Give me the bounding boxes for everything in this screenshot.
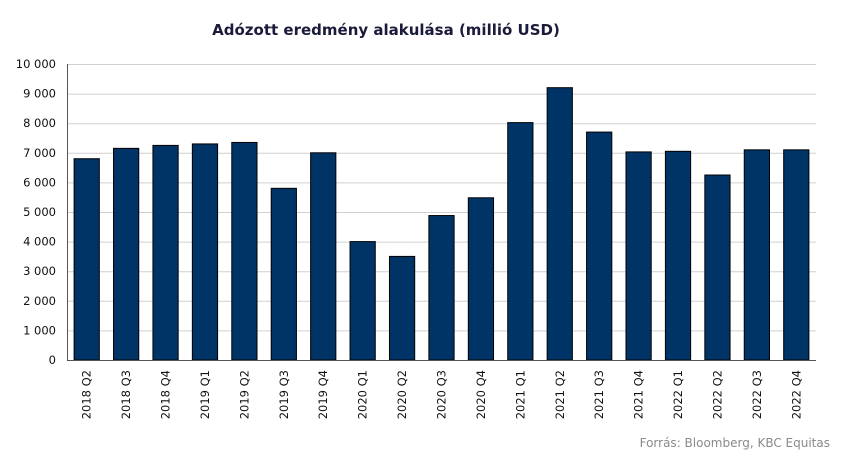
x-tick-label: 2022 Q1 — [671, 370, 685, 419]
y-tick-label: 8 000 — [23, 116, 56, 130]
y-tick-label: 7 000 — [23, 146, 56, 160]
x-tick-label: 2020 Q2 — [395, 370, 409, 419]
y-tick-label: 2 000 — [23, 294, 56, 308]
x-tick-label: 2018 Q2 — [80, 370, 94, 419]
bar — [546, 87, 573, 361]
y-tick-label: 9 000 — [23, 87, 56, 101]
bar — [704, 174, 731, 361]
bar — [73, 158, 100, 361]
bar — [743, 149, 770, 361]
bar — [152, 144, 179, 361]
bar — [231, 141, 258, 361]
x-axis-tick-labels: 2018 Q2 2018 Q3 2018 Q4 2019 Q1 2019 Q2 2019 … — [80, 370, 804, 419]
x-tick-label: 2022 Q3 — [750, 370, 764, 419]
y-tick-label: 6 000 — [23, 175, 56, 189]
x-tick-label: 2020 Q4 — [474, 370, 488, 419]
x-tick-label: 2021 Q2 — [553, 370, 567, 419]
source-note: Forrás: Bloomberg, KBC Equitas — [640, 436, 830, 450]
x-tick-label: 2021 Q3 — [592, 370, 606, 419]
grid-layer — [67, 64, 816, 332]
bar — [388, 255, 416, 361]
bar — [664, 150, 692, 361]
y-tick-label: 4 000 — [23, 235, 56, 249]
chart-title: Adózott eredmény alakulása (millió USD) — [212, 21, 560, 39]
x-tick-label: 2022 Q4 — [789, 370, 803, 419]
bar — [428, 215, 455, 361]
y-tick-label: 5 000 — [23, 205, 56, 219]
y-tick-label: 10 000 — [16, 57, 56, 71]
y-tick-label: 1 000 — [23, 323, 56, 337]
bar — [507, 122, 534, 361]
x-tick-label: 2019 Q1 — [198, 370, 212, 419]
bar — [467, 197, 495, 361]
bar — [310, 152, 337, 361]
bar — [270, 187, 297, 361]
x-tick-label: 2022 Q2 — [710, 370, 724, 419]
y-axis-tick-labels: 0 1 000 2 000 3 000 4 000 5 000 6 000 7 000 8 00… — [16, 57, 56, 367]
y-tick-label: 3 000 — [23, 264, 56, 278]
x-tick-label: 2019 Q3 — [277, 370, 291, 419]
bar — [586, 131, 613, 361]
x-tick-label: 2020 Q3 — [435, 370, 449, 419]
x-tick-label: 2019 Q4 — [316, 370, 330, 419]
bar-layer — [73, 87, 810, 361]
x-tick-label: 2018 Q3 — [119, 370, 133, 419]
x-tick-label: 2019 Q2 — [237, 370, 251, 419]
y-tick-label: 0 — [49, 353, 56, 367]
bar — [783, 149, 810, 361]
x-tick-label: 2021 Q4 — [632, 370, 646, 419]
bar — [625, 151, 652, 361]
x-tick-label: 2018 Q4 — [159, 370, 173, 419]
bar — [191, 143, 219, 361]
x-tick-label: 2020 Q1 — [356, 370, 370, 419]
axis-layer — [67, 64, 816, 361]
bar — [113, 147, 140, 361]
x-tick-label: 2021 Q1 — [513, 370, 527, 419]
bar — [349, 241, 376, 361]
